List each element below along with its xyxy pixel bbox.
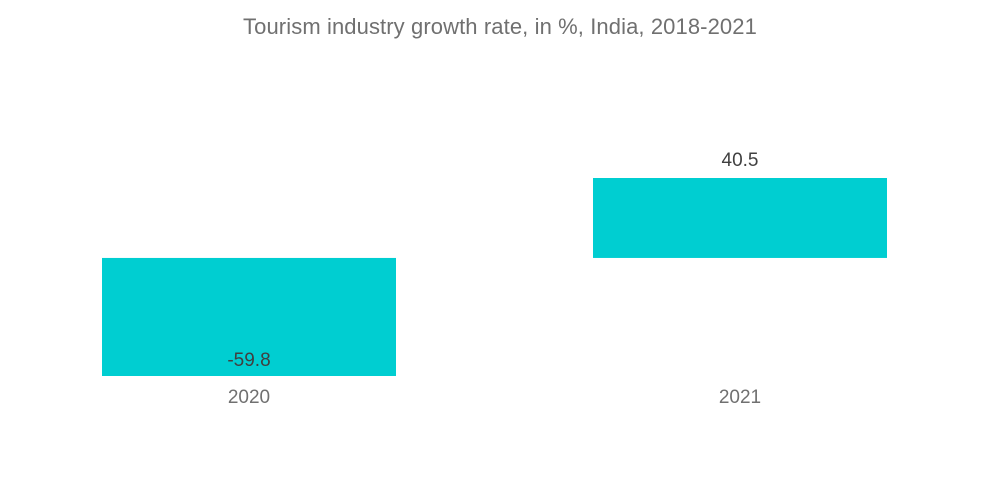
bar-2020 (102, 257, 396, 376)
x-tick-label-2020: 2020 (228, 387, 270, 408)
x-tick-label-2021: 2021 (719, 387, 761, 408)
bar-2021 (593, 178, 887, 258)
bars-layer (102, 178, 887, 376)
data-label-2020: -59.8 (227, 350, 270, 371)
data-label-2021: 40.5 (722, 150, 759, 171)
chart-title: Tourism industry growth rate, in %, Indi… (243, 14, 757, 39)
labels-layer: -59.8 2020 40.5 2021 (227, 150, 761, 408)
